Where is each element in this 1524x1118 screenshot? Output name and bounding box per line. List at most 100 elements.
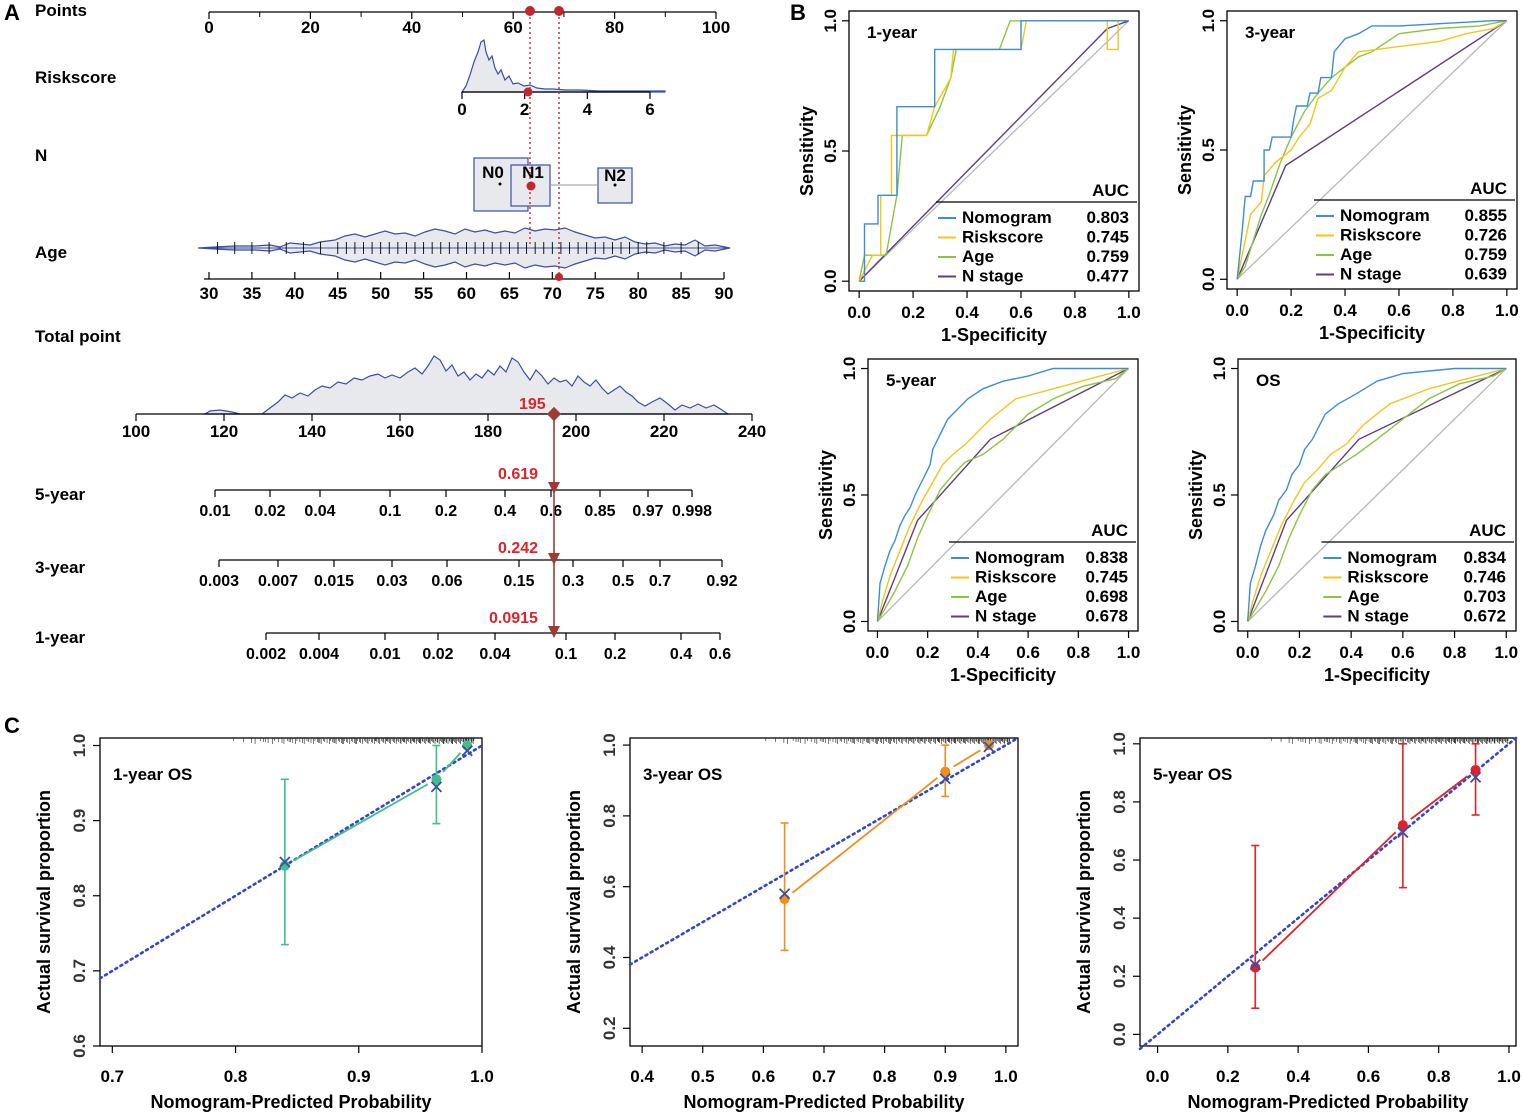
roc-ytick-label: 1.0: [821, 9, 840, 33]
calibration-ytick-label: 0.4: [1110, 906, 1129, 930]
roc-legend-auc: 0.703: [1463, 587, 1506, 606]
row-label-total-point: Total point: [35, 327, 121, 346]
roc-ylabel: Sensitivity: [816, 450, 836, 540]
age-tick-label: 50: [371, 284, 390, 303]
calibration-xtick-label: 0.6: [1357, 1067, 1381, 1086]
calibration-ytick-label: 0.0: [1110, 1023, 1129, 1047]
calibration-ylabel: Actual survival proportion: [34, 790, 54, 1014]
roc-legend-auc: 0.745: [1085, 568, 1128, 587]
one-year-tick-label: 0.2: [604, 646, 626, 663]
five-year-tick-label: 0.02: [254, 503, 285, 520]
roc-curve-n-stage: [1247, 367, 1507, 622]
roc-plot-3: OS 0.0 0.2 0.4 0.6 0.8 1.0 0.0 0.5 1.0 1-Specifici…: [1186, 357, 1518, 685]
one-year-tick-label: 0.04: [479, 646, 510, 663]
calibration-xtick-label: 0.8: [873, 1067, 897, 1086]
roc-curve-nomogram: [876, 367, 1129, 622]
calibration-plot-0: 1-year OS 0.7 0.8 0.9 1.0 0.6 0.7 0.8 0.9 1.0 Nomo…: [34, 734, 494, 1112]
five-year-tick-label: 0.85: [584, 503, 615, 520]
roc-curve-riskscore: [876, 367, 1129, 622]
riskscore-tick-label: 4: [583, 100, 593, 119]
roc-ylabel: Sensitivity: [1186, 450, 1206, 540]
total-tick-label: 160: [386, 422, 414, 441]
roc-xtick-label: 0.6: [1009, 303, 1033, 322]
total-tick-label: 180: [474, 422, 502, 441]
three-year-tick-label: 0.015: [314, 573, 354, 590]
roc-legend-header: AUC: [1469, 521, 1506, 540]
riskscore-tick-label: 6: [645, 100, 654, 119]
roc-legend-auc: 0.639: [1464, 265, 1507, 284]
predicted-x-marker: [430, 781, 443, 793]
roc-xtick-label: 0.2: [1279, 301, 1303, 320]
roc-diagonal: [876, 368, 1130, 622]
roc-plot-1: 3-year 0.0 0.2 0.4 0.6 0.8 1.0 0.0 0.5 1.0 1-Speci…: [1175, 9, 1519, 343]
age-tick-label: 90: [715, 284, 734, 303]
roc-xtick-label: 0.0: [866, 643, 890, 662]
roc-title: 1-year: [867, 23, 917, 42]
points-tick-label: 100: [702, 18, 730, 37]
total-tick-label: 240: [738, 422, 766, 441]
one-year-tick-label: 0.004: [299, 646, 339, 663]
roc-ytick-label: 0.5: [1210, 483, 1229, 507]
roc-curve-riskscore: [1236, 20, 1508, 280]
nomogram-panel: Points Riskscore N Age Total point 5-yea…: [35, 1, 766, 663]
age-tick-label: 75: [586, 284, 605, 303]
predicted-x-marker: [778, 888, 791, 900]
roc-ylabel: Sensitivity: [1175, 105, 1195, 195]
roc-legend-auc: 0.745: [1086, 228, 1129, 247]
calibration-xtick-label: 1.0: [1497, 1067, 1521, 1086]
roc-legend-label: Age: [1340, 245, 1372, 264]
roc-xtick-label: 0.0: [1236, 643, 1260, 662]
observed-point: [1397, 820, 1408, 831]
calibration-xtick-label: 0.7: [101, 1067, 125, 1086]
five-year-tick-label: 0.04: [304, 503, 335, 520]
roc-xlabel: 1-Specificity: [941, 325, 1047, 345]
roc-curve-nomogram: [859, 20, 1129, 282]
one-year-tick-label: 0.1: [555, 646, 577, 663]
roc-legend-auc: 0.477: [1086, 267, 1129, 286]
panel-label-c: C: [4, 713, 20, 738]
roc-ytick-label: 1.0: [1210, 357, 1229, 381]
roc-ytick-label: 0.5: [821, 139, 840, 163]
riskscore-density: [460, 38, 666, 93]
observed-point: [462, 740, 473, 751]
calibration-xtick-label: 0.8: [1427, 1067, 1451, 1086]
roc-xlabel: 1-Specificity: [950, 665, 1056, 685]
roc-xtick-label: 0.2: [916, 643, 940, 662]
ideal-line: [1138, 736, 1518, 1051]
roc-plot-2: 5-year 0.0 0.2 0.4 0.6 0.8 1.0 0.0 0.5 1.0 1-Speci…: [816, 357, 1140, 685]
calibration-plot-2: 5-year OS 0.0 0.2 0.4 0.6 0.8 1.0 0.0 0.2 0.4 0.6 0…: [1074, 732, 1521, 1112]
calibration-ytick-label: 0.4: [600, 945, 619, 969]
roc-ytick-label: 0.0: [1210, 610, 1229, 634]
roc-xtick-label: 0.6: [1391, 643, 1415, 662]
observed-line: [1410, 775, 1469, 820]
age-tick-label: 65: [500, 284, 519, 303]
roc-title: 3-year: [1245, 23, 1295, 42]
roc-ytick-label: 0.5: [1199, 138, 1218, 162]
roc-plot-0: 1-year 0.0 0.2 0.4 0.6 0.8 1.0 0.0 0.5 1.0 1-Speci…: [797, 9, 1141, 345]
riskscore-tick-label: 2: [520, 100, 529, 119]
roc-legend-label: N stage: [962, 267, 1023, 286]
roc-ytick-label: 1.0: [840, 357, 859, 381]
predicted-x-marker: [1469, 771, 1482, 783]
calibration-frame: [1139, 737, 1517, 1047]
calibration-ytick-label: 0.2: [1110, 964, 1129, 988]
calibration-ytick-label: 0.9: [70, 809, 89, 833]
roc-xtick-label: 1.0: [1494, 643, 1518, 662]
calibration-xtick-label: 0.9: [933, 1067, 957, 1086]
roc-panel: 1-year 0.0 0.2 0.4 0.6 0.8 1.0 0.0 0.5 1.0 1-Speci…: [797, 9, 1519, 685]
total-tick-label: 220: [650, 422, 678, 441]
roc-diagonal: [858, 20, 1130, 282]
roc-legend-label: N stage: [1347, 607, 1408, 626]
roc-xtick-label: 1.0: [1117, 303, 1141, 322]
roc-legend-label: Nomogram: [1340, 206, 1430, 225]
roc-xtick-label: 1.0: [1495, 301, 1519, 320]
roc-legend-auc: 0.803: [1086, 208, 1129, 227]
roc-legend-auc: 0.698: [1085, 587, 1128, 606]
observed-point: [431, 774, 442, 785]
roc-ytick-label: 0.0: [821, 269, 840, 293]
calibration-xtick-label: 1.0: [994, 1067, 1018, 1086]
roc-xtick-label: 0.0: [847, 303, 871, 322]
roc-curve-riskscore: [1247, 367, 1507, 622]
roc-xtick-label: 0.8: [1443, 643, 1467, 662]
roc-legend-label: Riskscore: [1340, 226, 1421, 245]
